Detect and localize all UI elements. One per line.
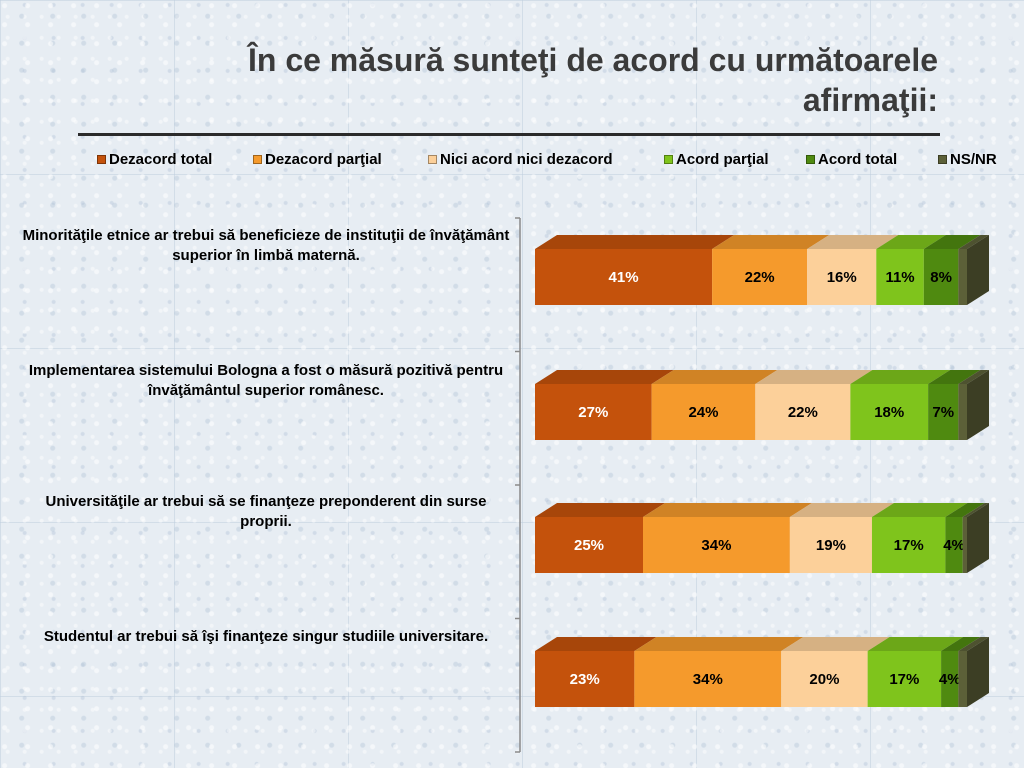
bar-segment-top [941,637,981,651]
data-label: 19% [816,537,846,554]
bar-segment-top [535,235,735,249]
bar-segment-top [871,503,968,517]
bar-segment [712,249,808,305]
category-label-2: Implementarea sistemului Bologna a fost … [28,362,504,399]
bar-segment [535,384,652,440]
bar-segment [643,517,790,573]
legend-item: Acord total [806,151,897,168]
bar-segment [923,249,959,305]
bar-segment [867,651,942,707]
data-label: 24% [688,404,718,421]
legend-label: Nici acord nici dezacord [440,151,613,168]
data-label: 22% [788,404,818,421]
data-label: 20% [809,671,839,688]
bar-segment [958,651,967,707]
bar-segment-top [958,235,989,249]
data-label: 7% [932,404,954,421]
bar-side [967,235,989,305]
data-label: 41% [609,269,639,286]
bar-segment-top [535,370,674,384]
data-label: 4% [943,537,965,554]
bar-segment [634,651,782,707]
bar-segment-top [712,235,830,249]
legend-label: Dezacord total [109,151,213,168]
bar-segment [781,651,868,707]
bar-side [967,370,989,440]
category-label-3: Universităţile ar trebui să se finanţeze… [45,493,487,530]
bar-segment-top [535,637,657,651]
bar-segment-top [651,370,778,384]
data-label: 27% [578,404,608,421]
bar-segment [755,384,851,440]
legend-swatch [806,155,815,164]
bar-segment [651,384,756,440]
bar-segment [958,384,967,440]
bar-segment [941,651,959,707]
data-label: 17% [894,537,924,554]
bar-segment-top [928,370,981,384]
data-label: 34% [701,537,731,554]
data-label: 8% [930,269,952,286]
bar-segment [789,517,872,573]
data-label: 25% [574,537,604,554]
data-label: 17% [889,671,919,688]
bar-segment [535,517,643,573]
legend-item: Nici acord nici dezacord [428,151,613,168]
bar-segment-top [789,503,894,517]
legend-item: Acord parţial [664,151,769,168]
bar-segment-top [850,370,951,384]
legend-swatch [428,155,437,164]
bar-side [967,503,989,573]
bar-segment [807,249,877,305]
data-label: 4% [939,671,961,688]
legend-swatch [253,155,262,164]
bar-segment-top [867,637,964,651]
chart-legend: Dezacord total Dezacord parţial Nici acord… [97,151,1017,171]
bar-segment-top [958,637,989,651]
legend-item: Dezacord parţial [253,151,382,168]
bar-segment-top [962,503,989,517]
bar-segment [876,249,924,305]
bar-segment-top [755,370,873,384]
bar-segment-top [807,235,899,249]
category-label-1: Minorităţile etnice ar trebui să benefic… [22,227,510,264]
page-title: În ce măsură sunteţi de acord cu următoa… [247,42,938,118]
bar-segment-top [634,637,804,651]
bar-segment-top [781,637,890,651]
bar-segment [928,384,959,440]
bar-segment [535,249,713,305]
data-label: 16% [827,269,857,286]
legend-swatch [664,155,673,164]
bar-segment [850,384,929,440]
data-label: 23% [570,671,600,688]
data-label: 22% [745,269,775,286]
bar-segment [958,249,967,305]
bar-segment [945,517,963,573]
legend-label: Dezacord parţial [265,151,382,168]
bar-segment-top [876,235,946,249]
legend-swatch [938,155,947,164]
bar-segment-top [535,503,665,517]
legend-swatch [97,155,106,164]
bar-segment-top [643,503,812,517]
legend-item: Dezacord total [97,151,212,168]
bar-segment-top [945,503,985,517]
bar-segment [535,651,635,707]
legend-label: Acord total [818,151,898,168]
category-label-4: Studentul ar trebui să îşi finanţeze sin… [43,628,489,645]
bar-segment-top [958,370,989,384]
legend-label: NS/NR [950,151,997,168]
title-divider [78,133,940,136]
bar-segment [871,517,946,573]
data-label: 11% [885,269,914,286]
bar-segment-top [923,235,981,249]
bar-side [967,637,989,707]
bar-segment [962,517,967,573]
legend-item: NS/NR [938,151,997,168]
legend-label: Acord parţial [676,151,769,168]
data-label: 34% [693,671,723,688]
data-label: 18% [874,404,904,421]
